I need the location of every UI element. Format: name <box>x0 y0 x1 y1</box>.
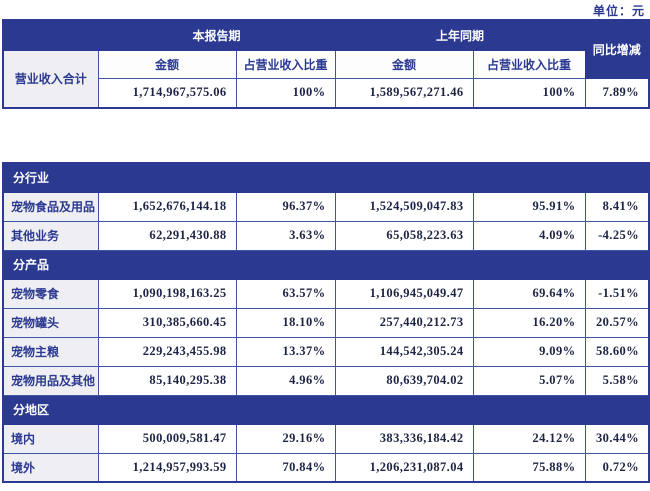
table-row: 宠物主粮 229,243,455.98 13.37% 144,542,305.2… <box>2 336 650 367</box>
header-corner-cell <box>2 19 99 51</box>
pct-current: 18.10% <box>235 307 336 338</box>
pct-current: 29.16% <box>235 423 336 454</box>
yoy-value: 0.72% <box>584 452 650 483</box>
row-label: 宠物食品及用品 <box>2 191 99 222</box>
table-row: 宠物用品及其他 85,140,295.38 4.96% 80,639,704.0… <box>2 365 650 396</box>
yoy-header: 同比增减 <box>584 19 650 79</box>
amount-current: 229,243,455.98 <box>97 336 237 367</box>
section-header-industry: 分行业 <box>2 162 650 193</box>
row-label: 其他业务 <box>2 220 99 251</box>
section-title: 分产品 <box>2 249 650 280</box>
amount-header-prior: 金额 <box>334 49 474 79</box>
amount-prior: 1,206,231,087.04 <box>334 452 474 483</box>
amount-prior: 383,336,184.42 <box>334 423 474 454</box>
pct-prior: 4.09% <box>472 220 586 251</box>
table-row: 境外 1,214,957,993.59 70.84% 1,206,231,087… <box>2 452 650 483</box>
amount-prior: 65,058,223.63 <box>334 220 474 251</box>
pct-current: 3.63% <box>235 220 336 251</box>
pct-prior: 5.07% <box>472 365 586 396</box>
pct-prior: 69.64% <box>472 278 586 309</box>
row-label: 宠物零食 <box>2 278 99 309</box>
section-title: 分地区 <box>2 394 650 425</box>
amount-current: 1,090,198,163.25 <box>97 278 237 309</box>
pct-header-current: 占营业收入比重 <box>235 49 336 79</box>
row-label: 宠物主粮 <box>2 336 99 367</box>
yoy-value: 5.58% <box>584 365 650 396</box>
pct-prior: 9.09% <box>472 336 586 367</box>
pct-prior: 75.88% <box>472 452 586 483</box>
yoy-value: -4.25% <box>584 220 650 251</box>
pct-current: 4.96% <box>235 365 336 396</box>
yoy-value: 8.41% <box>584 191 650 222</box>
summary-data-row: 1,714,967,575.06 100% 1,589,567,271.46 1… <box>3 77 650 109</box>
pct-current: 63.57% <box>235 278 336 309</box>
table-row: 境内 500,009,581.47 29.16% 383,336,184.42 … <box>2 423 650 454</box>
section-header-product: 分产品 <box>2 249 650 280</box>
amount-current: 500,009,581.47 <box>97 423 237 454</box>
pct-prior: 95.91% <box>472 191 586 222</box>
yoy-value: 20.57% <box>584 307 650 338</box>
pct-header-prior: 占营业收入比重 <box>472 49 586 79</box>
pct-current: 13.37% <box>235 336 336 367</box>
table-row: 其他业务 62,291,430.88 3.63% 65,058,223.63 4… <box>2 220 650 251</box>
summary-header-row: 本报告期 上年同期 同比增减 <box>2 19 650 79</box>
amount-current: 85,140,295.38 <box>97 365 237 396</box>
row-label: 营业收入合计 <box>2 49 99 109</box>
current-period-header: 本报告期 <box>97 19 336 51</box>
table-row: 宠物罐头 310,385,660.45 18.10% 257,440,212.7… <box>2 307 650 338</box>
row-label: 境内 <box>2 423 99 454</box>
yoy-value: -1.51% <box>584 278 650 309</box>
amount-prior: 1,106,945,049.47 <box>334 278 474 309</box>
amount-current: 62,291,430.88 <box>97 220 237 251</box>
amount-current: 1,214,957,993.59 <box>97 452 237 483</box>
breakdown-table: 分行业 宠物食品及用品 1,652,676,144.18 96.37% 1,52… <box>2 162 650 483</box>
pct-prior: 16.20% <box>472 307 586 338</box>
amount-prior: 1,589,567,271.46 <box>334 77 474 109</box>
yoy-value: 58.60% <box>584 336 650 367</box>
yoy-value: 7.89% <box>584 77 650 109</box>
prior-period-header: 上年同期 <box>334 19 586 51</box>
yoy-value: 30.44% <box>584 423 650 454</box>
amount-current: 1,652,676,144.18 <box>97 191 237 222</box>
row-label: 宠物罐头 <box>2 307 99 338</box>
section-header-region: 分地区 <box>2 394 650 425</box>
amount-header-current: 金额 <box>97 49 237 79</box>
row-label: 宠物用品及其他 <box>2 365 99 396</box>
table-row: 宠物零食 1,090,198,163.25 63.57% 1,106,945,0… <box>2 278 650 309</box>
row-label: 境外 <box>2 452 99 483</box>
amount-prior: 80,639,704.02 <box>334 365 474 396</box>
summary-table: 本报告期 上年同期 同比增减 营业收入合计 金额 占营业收入比重 金额 占营业收… <box>2 19 650 109</box>
amount-current: 1,714,967,575.06 <box>97 77 237 109</box>
pct-current: 96.37% <box>235 191 336 222</box>
pct-prior: 100% <box>472 77 586 109</box>
section-title: 分行业 <box>2 162 650 193</box>
amount-prior: 144,542,305.24 <box>334 336 474 367</box>
summary-subheader-row: 营业收入合计 金额 占营业收入比重 金额 占营业收入比重 <box>2 49 649 109</box>
pct-current: 100% <box>235 77 336 109</box>
unit-label: 单位：元 <box>592 4 645 18</box>
table-row: 宠物食品及用品 1,652,676,144.18 96.37% 1,524,50… <box>2 191 650 222</box>
amount-current: 310,385,660.45 <box>97 307 237 338</box>
amount-prior: 1,524,509,047.83 <box>334 191 474 222</box>
pct-current: 70.84% <box>235 452 336 483</box>
amount-prior: 257,440,212.73 <box>334 307 474 338</box>
pct-prior: 24.12% <box>472 423 586 454</box>
